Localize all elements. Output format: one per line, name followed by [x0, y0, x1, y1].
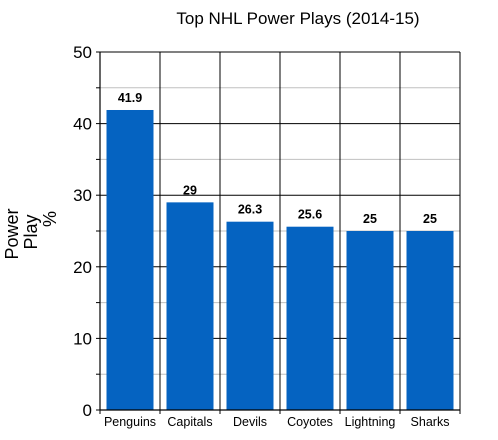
data-label-coyotes: 25.6	[298, 208, 322, 222]
y-axis-ticks: 0 10 20 30 40 50	[73, 43, 92, 420]
x-axis-category-labels: Penguins Capitals Devils Coyotes Lightning Sh…	[104, 415, 450, 429]
y-axis-label-line-3: %	[40, 211, 60, 227]
bar-lightning	[346, 231, 394, 410]
data-label-penguins: 41.9	[118, 91, 142, 105]
y-axis-label-line-2: Play	[21, 214, 41, 249]
y-tick-label: 0	[83, 401, 92, 420]
data-label-lightning: 25	[363, 212, 377, 226]
bar-sharks	[406, 231, 454, 410]
data-labels: 41.9 29 26.3 25.6 25 25	[118, 91, 437, 226]
bar-capitals	[166, 202, 214, 410]
y-axis-label-line-1: Power	[2, 208, 22, 259]
chart-title: Top NHL Power Plays (2014-15)	[176, 9, 419, 28]
y-tick-label: 20	[73, 258, 92, 277]
y-tick-label: 10	[73, 329, 92, 348]
category-label-penguins: Penguins	[104, 415, 156, 429]
y-tick-label: 40	[73, 115, 92, 134]
axes	[96, 51, 461, 414]
bar-penguins	[106, 109, 154, 410]
y-tick-label: 50	[73, 43, 92, 62]
category-label-sharks: Sharks	[411, 415, 450, 429]
data-label-capitals: 29	[183, 183, 197, 197]
category-label-coyotes: Coyotes	[287, 415, 333, 429]
bars	[106, 109, 454, 410]
y-tick-label: 30	[73, 186, 92, 205]
data-label-devils: 26.3	[238, 203, 262, 217]
category-label-capitals: Capitals	[167, 415, 212, 429]
data-label-sharks: 25	[423, 212, 437, 226]
category-label-devils: Devils	[233, 415, 267, 429]
bar-coyotes	[286, 226, 334, 410]
bar-devils	[226, 221, 274, 410]
category-label-lightning: Lightning	[345, 415, 396, 429]
grid-lines	[99, 51, 461, 411]
